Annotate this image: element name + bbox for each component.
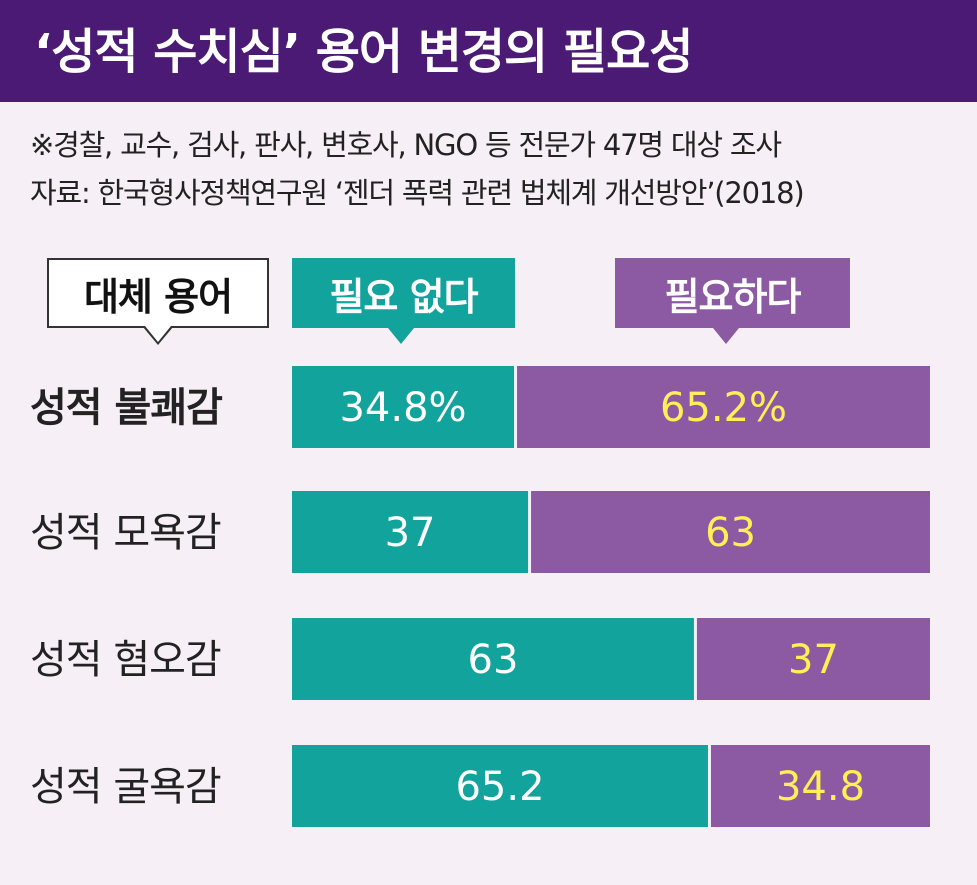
bar-not-needed — [292, 366, 515, 448]
bar-needed — [696, 618, 930, 700]
legend-needed: 필요하다 — [615, 258, 850, 344]
category-header-label: 대체 용어 — [83, 274, 233, 319]
category-label: 성적 굴욕감 — [30, 764, 221, 810]
bar-not-needed — [292, 618, 694, 700]
bar-not-needed — [292, 491, 529, 573]
value-label-needed: 37 — [788, 637, 839, 683]
value-label-needed: 34.8 — [776, 764, 865, 810]
value-label-not-needed: 34.8% — [339, 385, 466, 431]
bar-needed — [531, 491, 930, 573]
bar-needed — [710, 745, 930, 827]
value-label-needed: 63 — [705, 510, 756, 556]
bar-needed — [517, 366, 930, 448]
value-label-needed: 65.2% — [660, 385, 787, 431]
title-banner: ‘성적 수치심’ 용어 변경의 필요성 — [0, 0, 977, 102]
value-label-not-needed: 37 — [385, 510, 436, 556]
bar-not-needed — [292, 745, 708, 827]
legend-needed-label: 필요하다 — [664, 274, 802, 319]
category-label: 성적 혐오감 — [30, 637, 221, 683]
chart-title: ‘성적 수치심’ 용어 변경의 필요성 — [34, 24, 693, 80]
survey-note: ※경찰, 교수, 검사, 판사, 변호사, NGO 등 전문가 47명 대상 조… — [30, 128, 782, 162]
source-note: 자료: 한국형사정책연구원 ‘젠더 폭력 관련 법체계 개선방안’(2018) — [30, 176, 805, 210]
value-label-not-needed: 63 — [468, 637, 519, 683]
legend-not-needed-label: 필요 없다 — [329, 274, 478, 319]
category-label: 성적 모욕감 — [30, 510, 221, 556]
legend-not-needed: 필요 없다 — [292, 258, 515, 344]
category-header-bubble: 대체 용어 — [47, 258, 269, 345]
category-label: 성적 불쾌감 — [30, 385, 223, 431]
value-label-not-needed: 65.2 — [455, 764, 544, 810]
